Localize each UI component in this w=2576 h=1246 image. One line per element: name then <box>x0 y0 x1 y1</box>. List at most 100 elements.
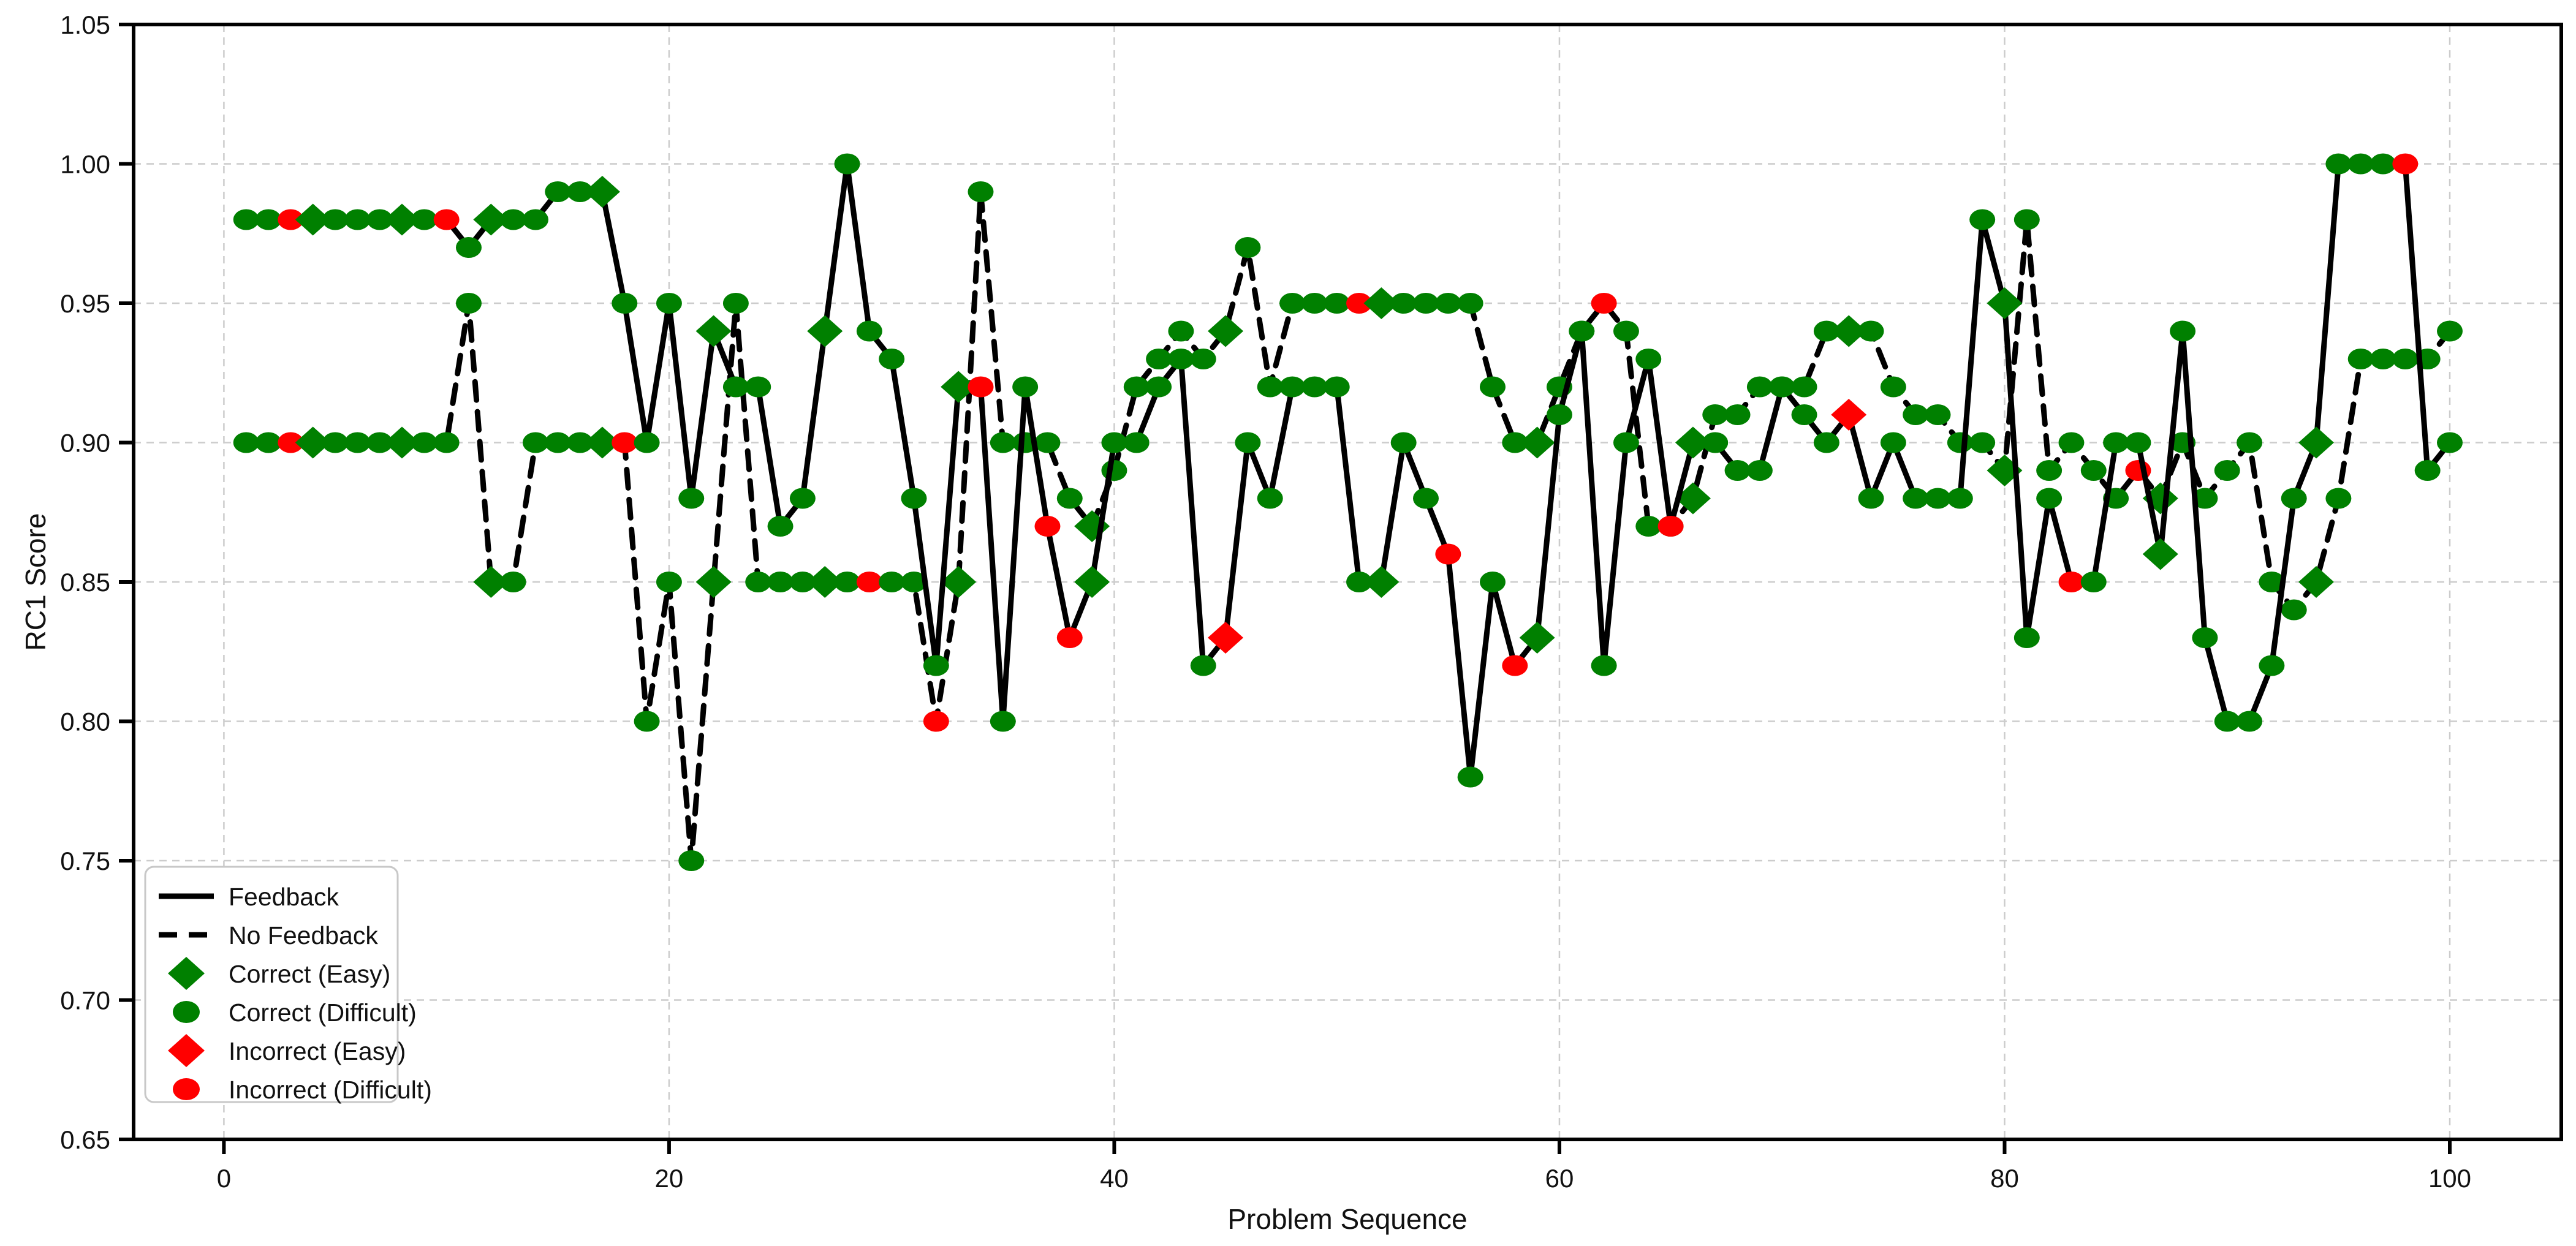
correct-difficult-marker <box>1724 460 1751 481</box>
correct-easy-marker <box>584 176 620 208</box>
correct-difficult-marker <box>545 181 571 202</box>
correct-difficult-marker <box>1858 488 1884 509</box>
correct-difficult-marker <box>1769 376 1795 398</box>
correct-difficult-marker <box>1056 488 1083 509</box>
correct-difficult-marker <box>990 432 1016 453</box>
correct-difficult-marker <box>344 209 371 230</box>
correct-difficult-marker <box>745 572 771 592</box>
correct-difficult-marker <box>1257 376 1283 398</box>
correct-difficult-marker <box>2281 488 2307 509</box>
correct-difficult-marker <box>2214 460 2240 481</box>
incorrect-difficult-marker <box>278 432 304 453</box>
x-tick-label: 0 <box>217 1164 231 1193</box>
correct-difficult-marker <box>1947 432 1973 453</box>
correct-easy-marker <box>1363 566 1400 598</box>
correct-difficult-marker <box>1168 320 1194 342</box>
correct-difficult-marker <box>968 181 994 202</box>
circle-marker-swatch <box>173 1078 200 1100</box>
incorrect-difficult-marker <box>856 572 882 592</box>
correct-difficult-marker <box>1702 432 1729 453</box>
correct-easy-marker <box>384 426 420 459</box>
y-tick-label: 0.85 <box>60 568 110 597</box>
correct-difficult-marker <box>1613 320 1639 342</box>
circle-marker-swatch <box>173 1001 200 1023</box>
legend-item: Incorrect (Difficult) <box>173 1076 432 1104</box>
correct-easy-marker <box>584 426 620 459</box>
correct-difficult-marker <box>233 432 259 453</box>
series-feedback <box>233 153 2463 788</box>
correct-difficult-marker <box>722 293 749 314</box>
incorrect-difficult-marker <box>2392 153 2419 175</box>
correct-difficult-marker <box>678 850 705 871</box>
correct-difficult-marker <box>834 572 860 592</box>
correct-difficult-marker <box>2036 460 2063 481</box>
incorrect-difficult-marker <box>968 376 994 398</box>
correct-difficult-marker <box>411 209 438 230</box>
correct-difficult-marker <box>1479 376 1506 398</box>
incorrect-difficult-marker <box>1502 655 1528 676</box>
correct-difficult-marker <box>1190 655 1216 676</box>
correct-difficult-marker <box>2325 153 2352 175</box>
correct-difficult-marker <box>901 572 927 592</box>
legend-item: Feedback <box>159 883 339 911</box>
correct-difficult-marker <box>2058 432 2085 453</box>
correct-difficult-marker <box>678 488 705 509</box>
correct-difficult-marker <box>1235 237 1261 258</box>
correct-difficult-marker <box>455 237 482 258</box>
correct-difficult-marker <box>1413 488 1439 509</box>
series-line <box>243 189 2453 864</box>
correct-difficult-marker <box>567 432 593 453</box>
y-tick-label: 0.65 <box>60 1125 110 1154</box>
correct-easy-marker <box>384 203 420 236</box>
correct-difficult-marker <box>1101 432 1127 453</box>
correct-difficult-marker <box>1168 349 1194 369</box>
correct-difficult-marker <box>834 153 860 175</box>
correct-difficult-marker <box>1613 432 1639 453</box>
correct-easy-marker <box>1074 566 1110 598</box>
correct-difficult-marker <box>2170 320 2196 342</box>
correct-difficult-marker <box>1279 293 1306 314</box>
correct-difficult-marker <box>2437 432 2463 453</box>
legend-item-label: No Feedback <box>229 921 378 950</box>
correct-difficult-marker <box>366 209 393 230</box>
correct-easy-marker <box>473 566 509 598</box>
correct-difficult-marker <box>1925 404 1951 425</box>
correct-difficult-marker <box>2370 349 2396 369</box>
diamond-marker-swatch <box>168 1034 205 1067</box>
correct-difficult-marker <box>901 488 927 509</box>
x-tick-label: 60 <box>1545 1164 1574 1193</box>
correct-easy-marker <box>1208 315 1244 347</box>
correct-difficult-marker <box>767 516 794 537</box>
correct-difficult-marker <box>2347 349 2374 369</box>
x-axis-label: Problem Sequence <box>1227 1203 1468 1235</box>
correct-difficult-marker <box>1257 488 1283 509</box>
correct-easy-marker <box>295 426 331 459</box>
legend-item-label: Feedback <box>229 883 339 911</box>
correct-difficult-marker <box>2103 432 2129 453</box>
correct-difficult-marker <box>789 488 816 509</box>
correct-difficult-marker <box>2347 153 2374 175</box>
correct-difficult-marker <box>1813 320 1839 342</box>
y-tick-label: 0.90 <box>60 429 110 458</box>
incorrect-difficult-marker <box>433 209 460 230</box>
correct-difficult-marker <box>1813 432 1839 453</box>
y-tick-label: 0.80 <box>60 708 110 736</box>
correct-difficult-marker <box>1880 432 1906 453</box>
correct-easy-marker <box>941 371 977 403</box>
correct-difficult-marker <box>1301 293 1328 314</box>
correct-difficult-marker <box>2325 488 2352 509</box>
y-tick-label: 0.70 <box>60 986 110 1015</box>
correct-difficult-marker <box>1101 460 1127 481</box>
correct-difficult-marker <box>545 432 571 453</box>
correct-difficult-marker <box>2414 460 2441 481</box>
correct-difficult-marker <box>1880 376 1906 398</box>
correct-difficult-marker <box>1123 376 1150 398</box>
correct-difficult-marker <box>2281 599 2307 621</box>
correct-difficult-marker <box>1925 488 1951 509</box>
correct-difficult-marker <box>1791 376 1817 398</box>
incorrect-easy-marker <box>1208 622 1244 654</box>
correct-difficult-marker <box>2437 320 2463 342</box>
correct-difficult-marker <box>2080 572 2107 592</box>
correct-easy-marker <box>295 203 331 236</box>
correct-difficult-marker <box>1635 516 1662 537</box>
